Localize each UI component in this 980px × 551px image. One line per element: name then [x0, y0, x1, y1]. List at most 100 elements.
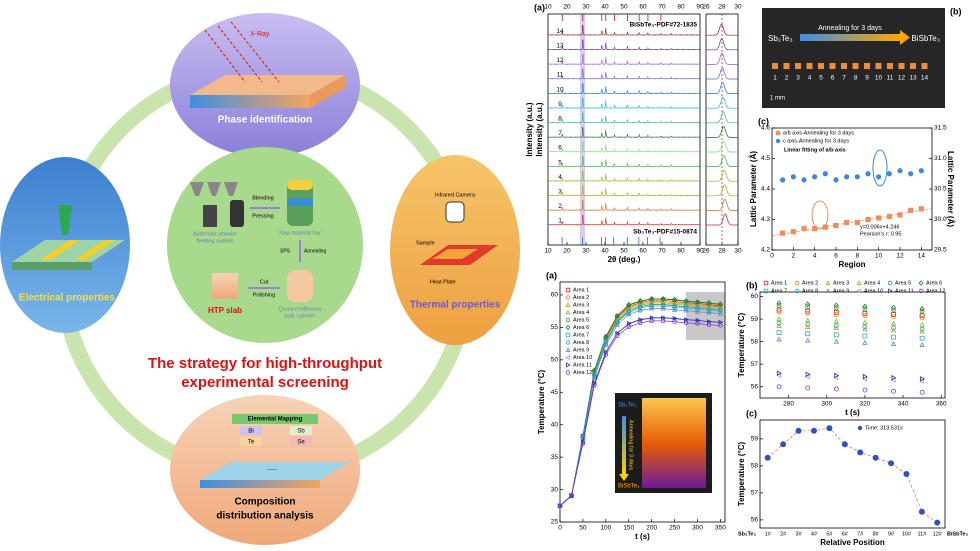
marker	[794, 280, 800, 286]
marker	[888, 288, 893, 294]
marker	[660, 303, 666, 309]
marker	[638, 320, 643, 326]
region-box	[864, 63, 870, 69]
legend-label: Area 2	[573, 295, 589, 301]
marker	[886, 213, 892, 220]
slab-top	[190, 75, 345, 95]
x-tick-label: 26	[702, 248, 710, 255]
marker	[707, 319, 712, 325]
legend-label: Area 10	[864, 288, 883, 294]
y-tick-label: 57	[751, 361, 759, 368]
region-label: 1	[773, 75, 777, 82]
dots: ....	[268, 463, 277, 472]
marker	[833, 318, 839, 324]
marker	[776, 336, 782, 342]
marker	[862, 311, 868, 316]
legend-label: Area 3	[573, 302, 589, 308]
marker	[637, 307, 643, 313]
fit-equation: y=0.006x+4.246	[860, 224, 899, 230]
marker	[890, 304, 897, 311]
xray-label: X-Ray	[250, 31, 270, 38]
x-tick-label: 11#	[917, 531, 927, 537]
x-tick-label: 10#	[902, 531, 912, 537]
x-tick-label: 14	[918, 253, 926, 260]
x-tick-label: 30	[582, 4, 590, 11]
x-tick-label: 28	[718, 248, 726, 255]
marker	[717, 311, 723, 316]
series-label: 7	[558, 130, 562, 137]
marker	[569, 493, 574, 499]
composition-label: Composition	[234, 497, 295, 508]
marker	[649, 296, 654, 302]
process-icons	[190, 180, 313, 302]
marker	[919, 308, 925, 314]
marker	[649, 303, 654, 309]
marker	[672, 305, 677, 310]
marker	[776, 384, 782, 390]
marker	[603, 333, 609, 340]
zoom-curve	[706, 23, 738, 36]
marker	[810, 427, 817, 434]
region-box	[795, 63, 801, 69]
x-axis-title: Relative Position	[820, 538, 885, 547]
region-label: 10	[875, 75, 883, 82]
legend-label: Area 8	[802, 288, 818, 294]
marker	[763, 280, 769, 286]
marker	[919, 342, 925, 348]
x-tick-label: 90	[696, 248, 704, 255]
y-tick-label: 4.6	[761, 125, 770, 132]
marker	[826, 425, 833, 432]
x-tick-label: 80	[677, 4, 685, 11]
x-tick-label: 10	[875, 253, 883, 260]
marker	[812, 174, 818, 180]
marker	[891, 314, 896, 320]
x-tick-label: 50	[579, 525, 587, 532]
panel-label: (c)	[758, 116, 769, 126]
marker	[615, 333, 620, 339]
strategy-title: The strategy for high-throughput	[148, 355, 382, 372]
region-box	[910, 63, 916, 69]
marker	[614, 322, 620, 327]
electrode	[40, 240, 80, 260]
marker	[672, 315, 678, 321]
marker	[780, 177, 786, 183]
y-tick-label: 35	[551, 454, 559, 461]
marker	[918, 508, 925, 515]
marker	[934, 519, 941, 526]
panel-label: (b)	[950, 6, 962, 16]
region-label: 6	[831, 75, 835, 82]
marker	[591, 374, 597, 380]
marker	[683, 320, 689, 326]
marker	[801, 177, 807, 183]
plate-label: Heat Plate	[430, 279, 456, 285]
y-tick-label: 60	[751, 293, 759, 300]
marker	[580, 441, 586, 446]
feeder-label: feeding system	[197, 238, 234, 244]
panel-label: (a)	[534, 2, 545, 12]
electrode	[75, 240, 115, 260]
series-line	[559, 320, 721, 507]
camera-label: Infrared Camera	[435, 192, 476, 198]
marker	[862, 387, 868, 393]
x-tick-label: 4#	[811, 531, 818, 537]
xrd-curve	[547, 185, 700, 197]
region-label: 11	[887, 75, 894, 82]
x-tick-label: 70	[658, 4, 666, 11]
marker	[706, 309, 712, 315]
marker	[822, 224, 828, 230]
marker	[834, 372, 840, 379]
marker	[862, 319, 868, 325]
x-axis-title: Region	[838, 260, 865, 269]
region-box	[852, 63, 859, 69]
plot-frame	[759, 291, 946, 399]
feeder-label: Automatic powder	[193, 231, 237, 237]
marker	[660, 296, 666, 302]
x-tick-label: 250	[669, 525, 680, 532]
marker	[565, 295, 571, 300]
region-label: 13	[909, 75, 917, 82]
xrd-curve	[547, 68, 700, 80]
legend-label: Area 6	[573, 325, 589, 331]
marker	[695, 309, 700, 314]
marker	[626, 311, 632, 317]
region-box	[829, 63, 836, 69]
